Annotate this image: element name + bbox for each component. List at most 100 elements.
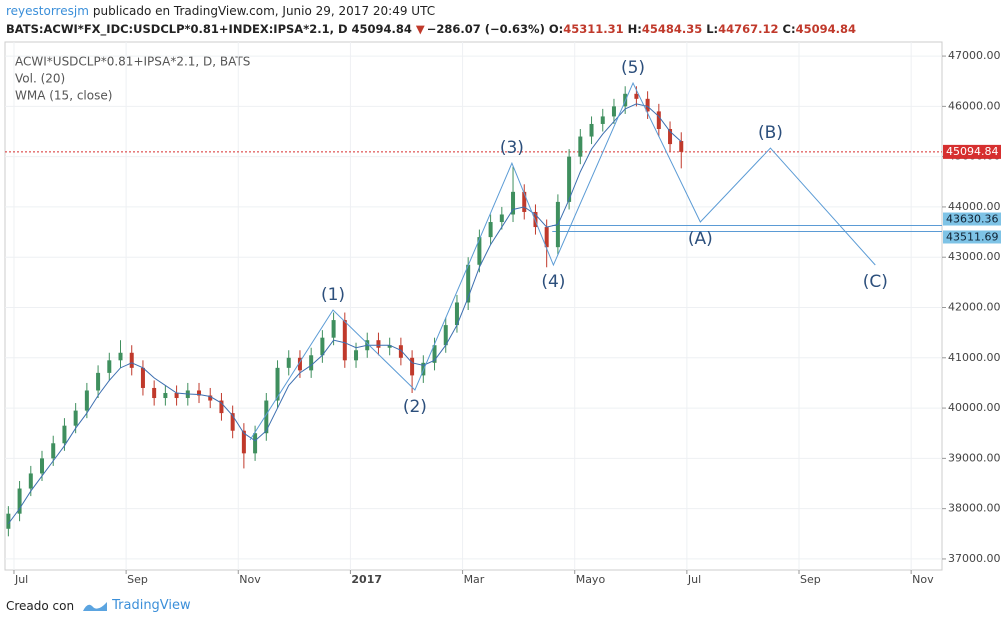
open: 45311.31 xyxy=(563,22,624,36)
candle-body xyxy=(297,357,302,371)
plot-frame xyxy=(4,41,943,571)
candle-body xyxy=(668,128,673,145)
candle-body xyxy=(331,320,336,338)
candle-body xyxy=(466,264,471,303)
candle-body xyxy=(17,488,22,514)
y-tick-label: 39000.00 xyxy=(948,451,1001,464)
last-price-label: 45094.84 xyxy=(946,145,999,158)
candle-body xyxy=(477,237,482,265)
close: 45094.84 xyxy=(795,22,856,36)
level-box xyxy=(943,230,1001,244)
candle-body xyxy=(118,352,123,361)
candle-body xyxy=(40,458,45,474)
low-label: L: xyxy=(706,22,719,36)
y-tick-label: 40000.00 xyxy=(948,401,1001,414)
brand[interactable]: TradingView xyxy=(112,598,191,613)
x-tick-label: Jul xyxy=(687,573,701,586)
x-tick-label: Mayo xyxy=(576,573,606,586)
level-label: 43630.36 xyxy=(946,213,999,226)
y-tick-label: 44000.00 xyxy=(948,200,1001,213)
candle-body xyxy=(219,400,224,414)
close-label: C: xyxy=(782,22,796,36)
candle-body xyxy=(679,140,684,152)
candle-body xyxy=(443,325,448,346)
y-tick-label: 42000.00 xyxy=(948,301,1001,314)
x-tick-label: Jul xyxy=(14,573,28,586)
high-label: H: xyxy=(627,22,642,36)
candle-body xyxy=(544,227,549,248)
candle-body xyxy=(533,211,538,228)
level-label: 43511.69 xyxy=(946,230,999,243)
candle-body xyxy=(578,136,583,157)
candle-body xyxy=(286,357,291,368)
y-tick-label: 47000.00 xyxy=(948,49,1001,62)
candle-body xyxy=(253,433,258,454)
x-tick-label: 2017 xyxy=(351,573,382,586)
candle-body xyxy=(398,345,403,358)
wave-label: (5) xyxy=(621,58,645,78)
open-label: O: xyxy=(548,22,564,36)
candle-body xyxy=(62,425,67,444)
x-tick-label: Mar xyxy=(464,573,485,586)
candle-body xyxy=(275,367,280,401)
candle-body xyxy=(309,355,314,371)
candle-body xyxy=(488,222,493,238)
candle-body xyxy=(6,513,11,529)
candle-body xyxy=(152,387,157,399)
candle-body xyxy=(600,116,605,124)
candle-body xyxy=(376,340,381,348)
candle-body xyxy=(656,111,661,129)
candle-body xyxy=(96,372,101,391)
candle-body xyxy=(499,214,504,223)
legend-entry: Vol. (20) xyxy=(15,72,65,86)
candle-body xyxy=(634,93,639,99)
candle-body xyxy=(511,191,516,215)
candle-body xyxy=(645,98,650,112)
candle-body xyxy=(84,390,89,411)
legend-entry: WMA (15, close) xyxy=(15,89,112,103)
wave-label: (1) xyxy=(321,285,345,305)
candle-body xyxy=(129,352,134,368)
wave-label: (3) xyxy=(500,138,524,158)
candle-body xyxy=(230,413,235,431)
y-tick-label: 38000.00 xyxy=(948,502,1001,515)
wave-label: (2) xyxy=(403,397,427,417)
x-tick-label: Sep xyxy=(127,573,148,586)
wave-label: (4) xyxy=(541,272,565,292)
candle-body xyxy=(342,320,347,361)
candle-body xyxy=(73,410,78,426)
candle-body xyxy=(522,191,527,212)
candle-body xyxy=(387,345,392,348)
high: 45484.35 xyxy=(641,22,703,36)
legend-entry: ACWI*USDCLP*0.81+IPSA*2.1, D, BATS xyxy=(15,55,250,69)
candle-body xyxy=(354,350,359,361)
candle-body xyxy=(410,357,415,376)
low: 44767.12 xyxy=(718,22,779,36)
wave-label: (A) xyxy=(688,229,713,249)
wave-label: (C) xyxy=(863,272,888,292)
wma-line xyxy=(7,103,682,525)
author[interactable]: reyestorresjm xyxy=(6,4,89,18)
last-price-box xyxy=(943,144,1001,159)
candle-body xyxy=(107,360,112,373)
header: reyestorresjm publicado en TradingView.co… xyxy=(6,2,860,38)
x-tick-label: Nov xyxy=(912,573,934,586)
change: −286.07 (−0.63%) xyxy=(426,22,545,36)
candle-body xyxy=(454,302,459,326)
candle-body xyxy=(589,123,594,137)
header-line: reyestorresjm publicado en TradingView.co… xyxy=(6,2,860,20)
candle-body xyxy=(140,367,145,388)
candle-body xyxy=(432,345,437,363)
level-box xyxy=(943,212,1001,226)
created: Creado con xyxy=(6,598,75,613)
candle-body xyxy=(241,430,246,454)
x-tick-label: Nov xyxy=(239,573,261,586)
wave-label: (B) xyxy=(758,123,783,143)
x-tick-label: Sep xyxy=(800,573,821,586)
candle-body xyxy=(208,395,213,401)
y-tick-label: 43000.00 xyxy=(948,250,1001,263)
chart: ACWI*USDCLP*0.81+IPSA*2.1, D, BATS Vol. … xyxy=(4,41,1001,586)
candle-body xyxy=(567,156,572,202)
published: publicado en TradingView.com, Junio 29, … xyxy=(92,4,436,18)
